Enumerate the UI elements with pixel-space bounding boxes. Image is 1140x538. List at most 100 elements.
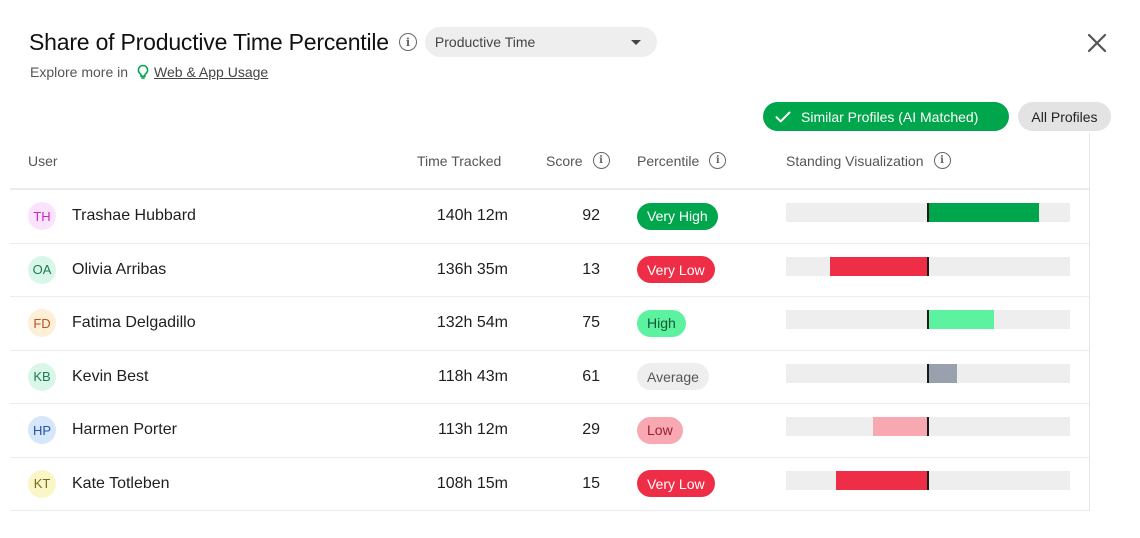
similar-profiles-chip[interactable]: Similar Profiles (AI Matched)	[763, 102, 1009, 131]
table-header: User Time Tracked Score i Percentile i S…	[10, 133, 1089, 190]
avatar: TH	[28, 202, 56, 231]
avatar-cell: OA	[28, 244, 56, 297]
standing-bar	[928, 310, 994, 329]
table-row[interactable]: TH Trashae Hubbard 140h 12m 92 Very High	[10, 190, 1089, 244]
user-name[interactable]: Kate Totleben	[72, 474, 170, 492]
percentile-badge: Very Low	[637, 470, 715, 498]
time-tracked: 118h 43m	[438, 367, 508, 385]
percentile-badge: Average	[637, 363, 709, 391]
user-name[interactable]: Trashae Hubbard	[72, 207, 196, 225]
percentile-cell: Very Low	[637, 458, 715, 511]
table-body: TH Trashae Hubbard 140h 12m 92 Very High…	[10, 190, 1089, 511]
percentile-badge: Low	[637, 416, 683, 444]
standing-track	[786, 417, 1070, 436]
table-row[interactable]: HP Harmen Porter 113h 12m 29 Low	[10, 404, 1089, 458]
percentile-badge: High	[637, 309, 686, 337]
score: 29	[582, 421, 600, 439]
close-button[interactable]	[1085, 31, 1109, 55]
table-row[interactable]: KB Kevin Best 118h 43m 61 Average	[10, 351, 1089, 404]
avatar: OA	[28, 255, 56, 284]
table-row[interactable]: KT Kate Totleben 108h 15m 15 Very Low	[10, 458, 1089, 511]
caret-down-icon	[630, 39, 641, 45]
standing-track	[786, 310, 1070, 329]
profile-filter: Similar Profiles (AI Matched) All Profil…	[763, 102, 1111, 131]
user-name[interactable]: Fatima Delgadillo	[72, 314, 196, 332]
percentile-cell: Very High	[637, 190, 718, 243]
column-time-tracked[interactable]: Time Tracked	[417, 133, 501, 188]
time-tracked: 108h 15m	[436, 474, 508, 492]
standing-bar	[928, 363, 957, 383]
time-tracked: 136h 35m	[436, 260, 508, 278]
info-icon[interactable]: i	[592, 152, 610, 169]
info-icon[interactable]: i	[709, 152, 727, 169]
avatar: KT	[28, 469, 56, 498]
avatar-cell: KT	[28, 458, 56, 511]
score: 13	[582, 260, 600, 278]
median-marker	[927, 417, 929, 436]
user-name[interactable]: Harmen Porter	[72, 421, 177, 439]
column-user[interactable]: User	[28, 133, 58, 188]
user-name[interactable]: Olivia Arribas	[72, 260, 167, 278]
score: 15	[582, 474, 600, 492]
column-score-label: Score	[546, 152, 583, 169]
table-row[interactable]: FD Fatima Delgadillo 132h 54m 75 High	[10, 297, 1089, 351]
median-marker	[927, 363, 929, 383]
column-standing[interactable]: Standing Visualization i	[786, 133, 951, 188]
all-profiles-chip[interactable]: All Profiles	[1018, 102, 1111, 131]
percentile-cell: Very Low	[637, 244, 715, 297]
page-title: Share of Productive Time Percentile	[29, 28, 389, 55]
avatar-cell: FD	[28, 297, 56, 350]
column-standing-label: Standing Visualization	[786, 152, 924, 169]
percentile-cell: Low	[637, 404, 683, 457]
percentile-cell: High	[637, 297, 686, 350]
metric-select[interactable]: Productive Time	[424, 27, 657, 57]
close-icon	[1087, 33, 1107, 53]
check-icon	[775, 111, 791, 122]
avatar-cell: HP	[28, 404, 56, 457]
score: 75	[582, 314, 600, 332]
median-marker	[927, 203, 929, 222]
standing-bar	[873, 417, 928, 436]
column-user-label: User	[28, 152, 58, 169]
percentile-cell: Average	[637, 351, 709, 404]
percentile-badge: Very High	[637, 202, 718, 230]
explore-prefix: Explore more in	[30, 64, 129, 80]
avatar: KB	[28, 362, 56, 391]
user-name[interactable]: Kevin Best	[72, 367, 149, 385]
percentile-table: User Time Tracked Score i Percentile i S…	[10, 133, 1090, 511]
column-percentile[interactable]: Percentile i	[637, 133, 727, 188]
standing-bar	[928, 203, 1039, 222]
standing-track	[786, 203, 1070, 222]
lightbulb-icon	[136, 64, 150, 80]
time-tracked: 113h 12m	[438, 421, 508, 439]
table-row[interactable]: OA Olivia Arribas 136h 35m 13 Very Low	[10, 244, 1089, 297]
avatar: HP	[28, 416, 56, 445]
info-icon[interactable]: i	[933, 152, 951, 169]
avatar-cell: KB	[28, 351, 56, 404]
percentile-badge: Very Low	[637, 256, 715, 284]
standing-bar	[836, 470, 928, 490]
standing-track	[786, 470, 1070, 490]
score: 61	[582, 367, 600, 385]
explore-more: Explore more in Web & App Usage	[30, 64, 268, 80]
metric-select-value: Productive Time	[434, 34, 536, 50]
standing-track	[786, 363, 1070, 383]
score: 92	[582, 207, 600, 225]
web-app-usage-link[interactable]: Web & App Usage	[154, 64, 269, 80]
column-percentile-label: Percentile	[637, 152, 700, 169]
avatar-cell: TH	[28, 190, 56, 243]
column-time-label: Time Tracked	[417, 152, 502, 169]
column-score[interactable]: Score i	[546, 133, 610, 188]
header: Share of Productive Time Percentile i Pr…	[29, 27, 657, 57]
avatar: FD	[28, 309, 56, 338]
all-profiles-label: All Profiles	[1031, 108, 1098, 125]
standing-bar	[830, 256, 928, 276]
median-marker	[927, 310, 929, 329]
time-tracked: 132h 54m	[436, 314, 508, 332]
info-icon[interactable]: i	[398, 33, 417, 51]
similar-profiles-label: Similar Profiles (AI Matched)	[801, 108, 979, 125]
time-tracked: 140h 12m	[436, 207, 508, 225]
standing-track	[786, 256, 1070, 276]
median-marker	[927, 470, 929, 490]
median-marker	[927, 256, 929, 276]
